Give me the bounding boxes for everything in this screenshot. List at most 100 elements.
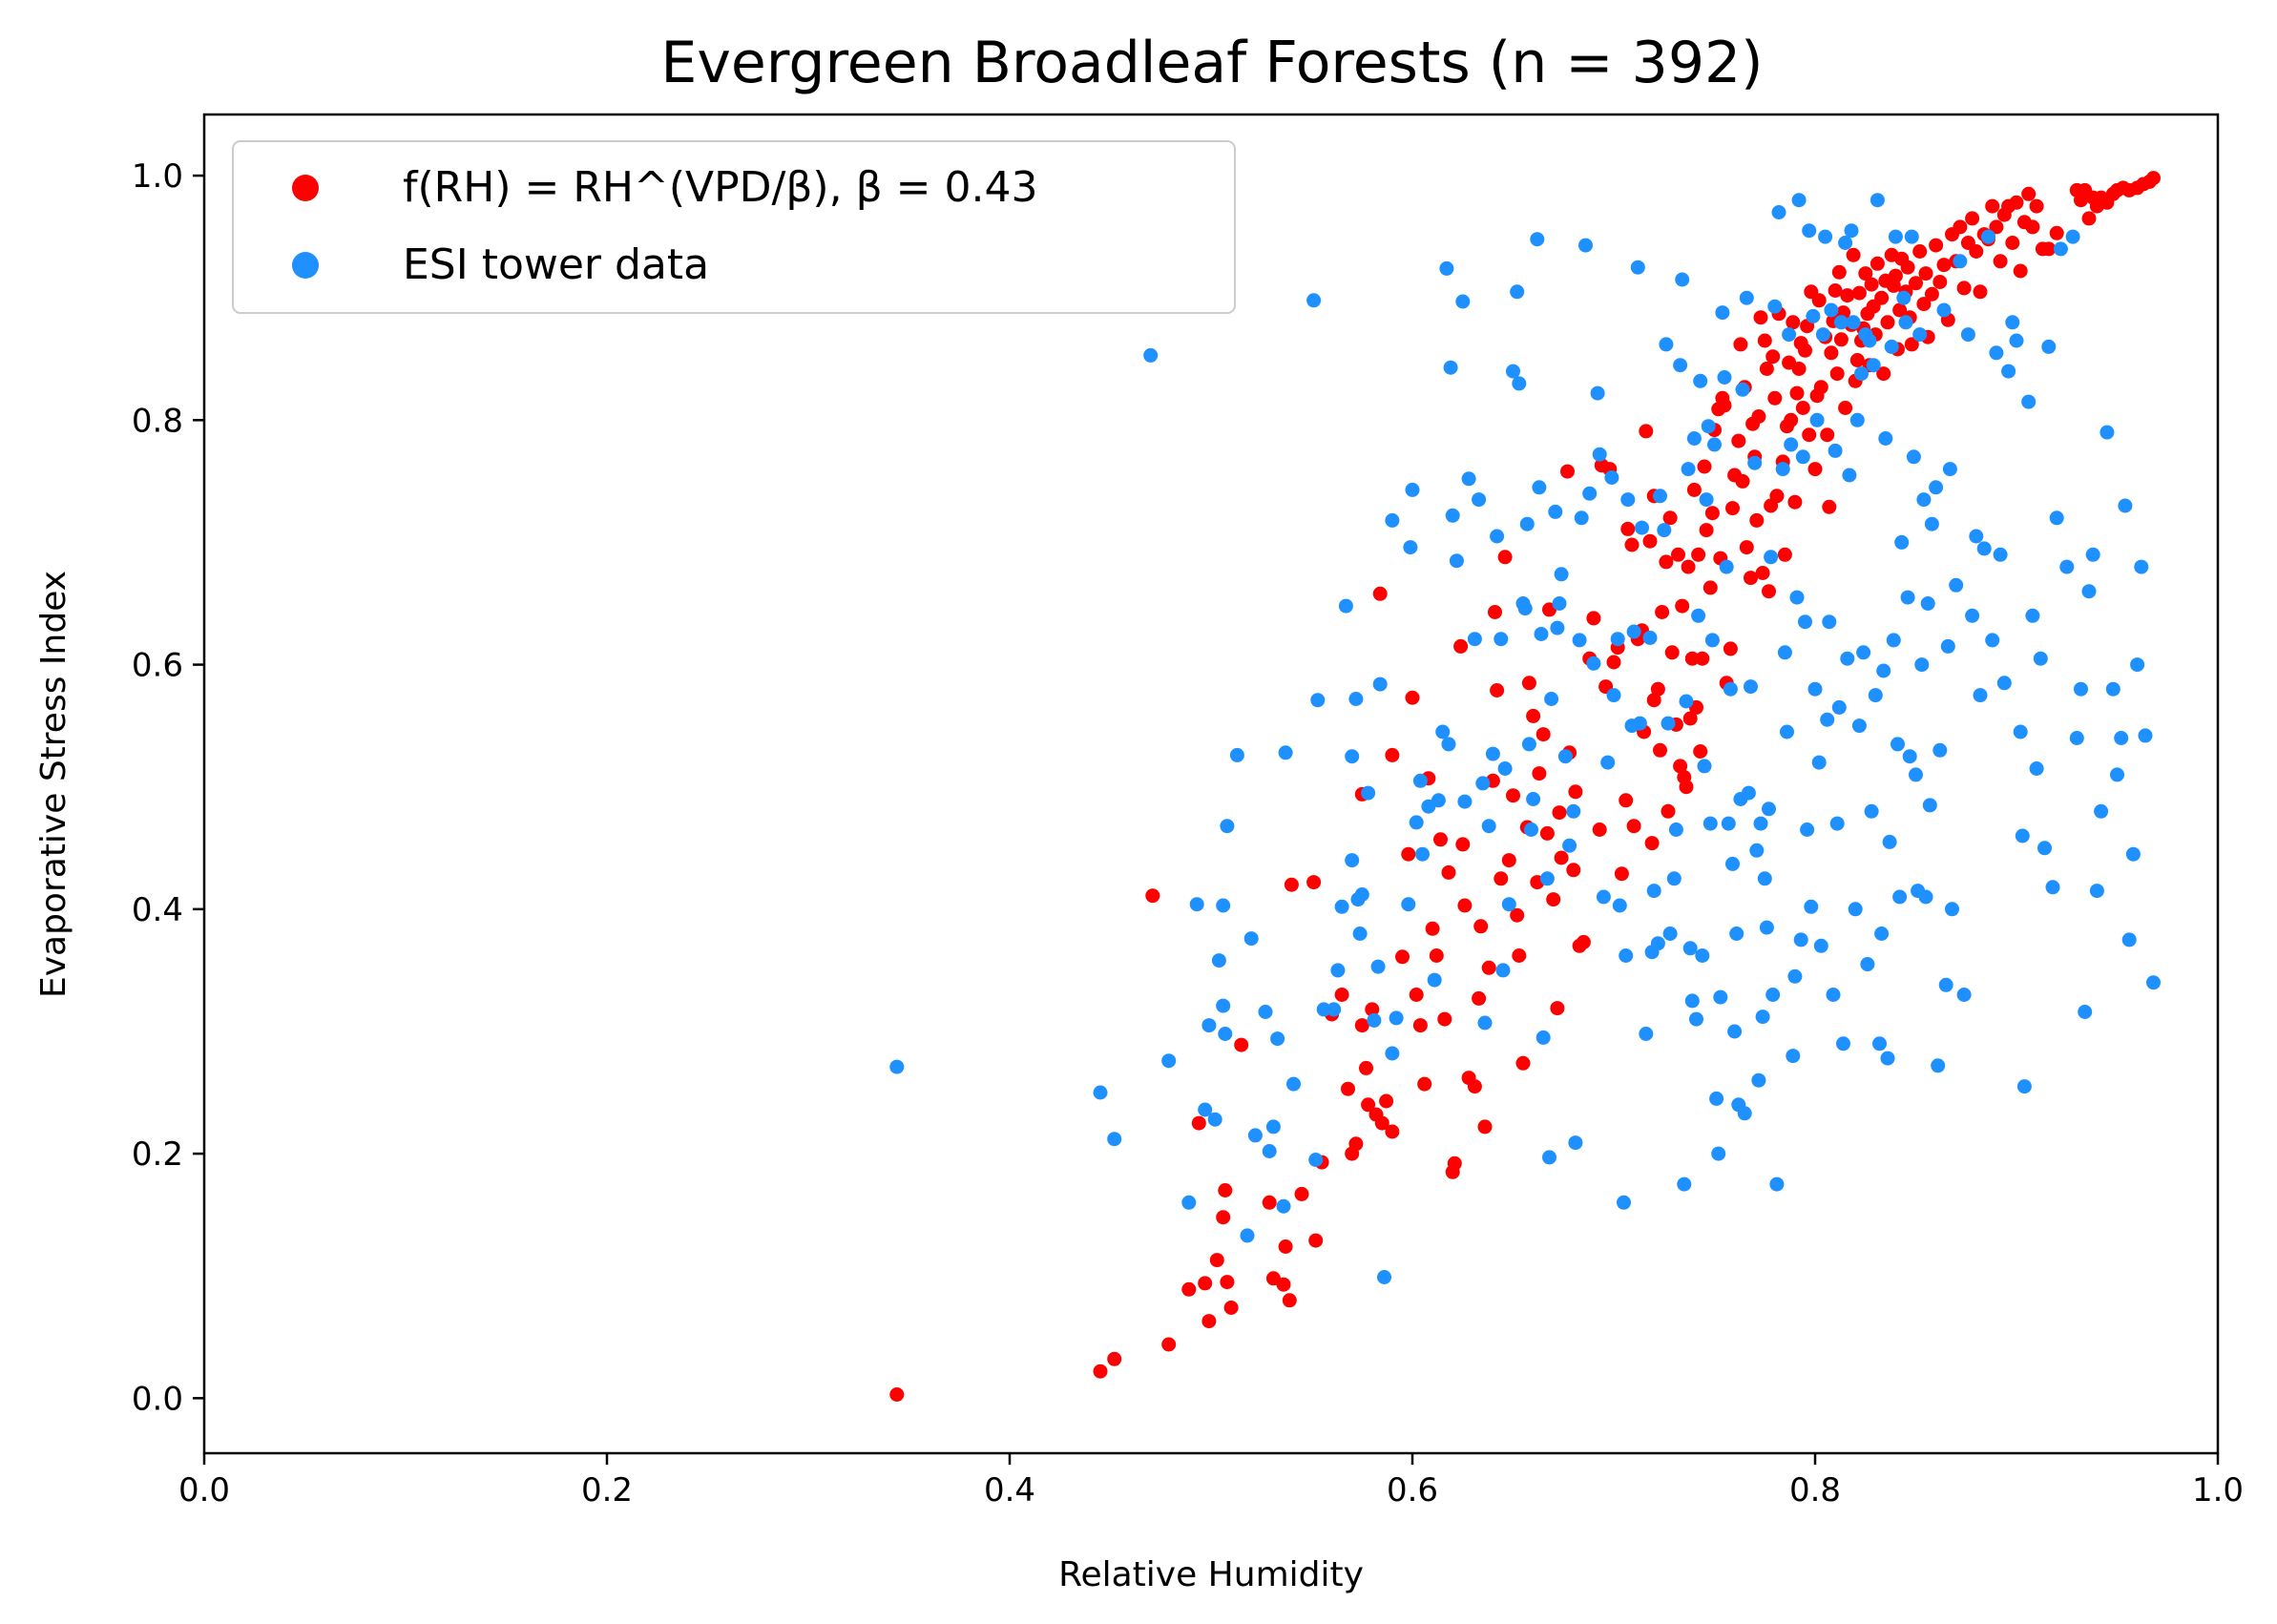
model-point <box>1749 512 1765 528</box>
tower-point <box>1870 193 1885 208</box>
model-point <box>1365 1002 1380 1017</box>
model-point <box>1372 586 1388 601</box>
tower-point <box>1844 223 1859 239</box>
tower-point <box>2121 932 2137 947</box>
tower-point <box>2037 841 2052 856</box>
tower-point <box>1385 1046 1400 1061</box>
tower-point <box>1902 749 1917 764</box>
model-point <box>889 1387 905 1402</box>
tower-point <box>2114 731 2129 745</box>
tower-point <box>1689 1011 1703 1027</box>
tower-point <box>1833 315 1849 330</box>
tower-point <box>1703 816 1718 831</box>
model-point <box>1385 747 1400 762</box>
model-point <box>1592 822 1607 837</box>
model-point <box>1929 238 1944 253</box>
tower-point <box>2138 728 2153 743</box>
tower-point <box>1723 681 1738 697</box>
model-point <box>1220 1275 1235 1290</box>
model-point <box>1385 1124 1400 1139</box>
tower-point <box>1278 745 1293 760</box>
tower-point <box>1806 308 1821 323</box>
model-point <box>1308 1233 1324 1248</box>
tower-point <box>1880 1051 1895 1066</box>
model-point <box>1361 1097 1376 1113</box>
tower-point <box>1931 1058 1946 1073</box>
tower-point <box>1431 793 1446 808</box>
tower-point <box>1345 749 1360 764</box>
tower-point <box>1220 819 1235 834</box>
tower-point <box>1860 957 1875 971</box>
model-point <box>1811 293 1827 308</box>
tower-point <box>1582 486 1598 501</box>
model-point <box>1191 1115 1206 1131</box>
tower-point <box>2015 828 2030 843</box>
tower-point <box>1405 482 1420 497</box>
model-point <box>1757 333 1772 348</box>
tower-point <box>1475 776 1491 791</box>
model-point <box>1918 266 1933 281</box>
tower-point <box>1630 260 1645 275</box>
model-point <box>1864 277 1879 292</box>
tower-point <box>1765 988 1781 1002</box>
model-point <box>1769 489 1785 504</box>
tower-point <box>1809 412 1825 427</box>
tower-point <box>1682 941 1698 956</box>
tower-point <box>1510 284 1525 300</box>
tower-point <box>1909 767 1923 782</box>
model-point <box>1586 611 1601 626</box>
tower-point <box>1657 523 1672 538</box>
tower-point <box>1286 1076 1301 1092</box>
model-point <box>1409 988 1424 1002</box>
tower-point <box>1762 802 1776 817</box>
tower-point <box>1856 645 1871 660</box>
tower-point <box>1650 936 1665 951</box>
tower-point <box>1107 1132 1122 1147</box>
tower-point <box>1445 508 1460 523</box>
model-point <box>1784 412 1799 427</box>
model-point <box>1820 427 1835 443</box>
tower-point <box>1385 512 1400 528</box>
tower-point <box>1659 337 1674 352</box>
tower-point <box>1953 254 1968 269</box>
model-point <box>2005 236 2020 250</box>
tower-point <box>1800 822 1815 837</box>
tower-point <box>1653 489 1667 504</box>
model-point <box>1755 566 1770 580</box>
tower-point <box>2074 681 2088 697</box>
tower-point <box>2029 761 2044 776</box>
tower-point <box>1920 596 1935 611</box>
tower-point <box>1370 959 1386 974</box>
tower-point <box>1767 299 1783 314</box>
model-point <box>1262 1195 1277 1210</box>
tower-point <box>1568 1135 1583 1151</box>
tower-point <box>1912 327 1928 343</box>
tower-point <box>1526 792 1541 806</box>
tower-point <box>1828 443 1843 458</box>
tower-point <box>2078 1005 2093 1019</box>
tower-point <box>1662 927 1678 941</box>
model-point <box>1691 547 1706 562</box>
tower-point <box>1949 577 1964 593</box>
model-point <box>1767 390 1783 406</box>
tower-point <box>1866 358 1881 373</box>
tower-point <box>1798 614 1812 630</box>
tower-point <box>1361 785 1376 801</box>
tower-point <box>1334 899 1349 914</box>
model-point <box>1686 482 1702 497</box>
model-point <box>1341 1081 1355 1096</box>
model-point <box>2049 225 2064 240</box>
tower-point <box>1849 412 1865 427</box>
tower-point <box>1675 272 1690 287</box>
tower-point <box>2059 559 2075 574</box>
tower-point <box>1848 902 1863 917</box>
model-point <box>1145 888 1160 904</box>
tower-point <box>1461 471 1476 487</box>
tower-point <box>1265 1119 1281 1135</box>
tower-point <box>1777 645 1792 660</box>
model-point <box>2013 263 2028 279</box>
model-point <box>1888 268 1903 283</box>
model-point <box>1201 1314 1217 1329</box>
model-point <box>1655 605 1670 619</box>
model-point <box>1969 244 1984 259</box>
